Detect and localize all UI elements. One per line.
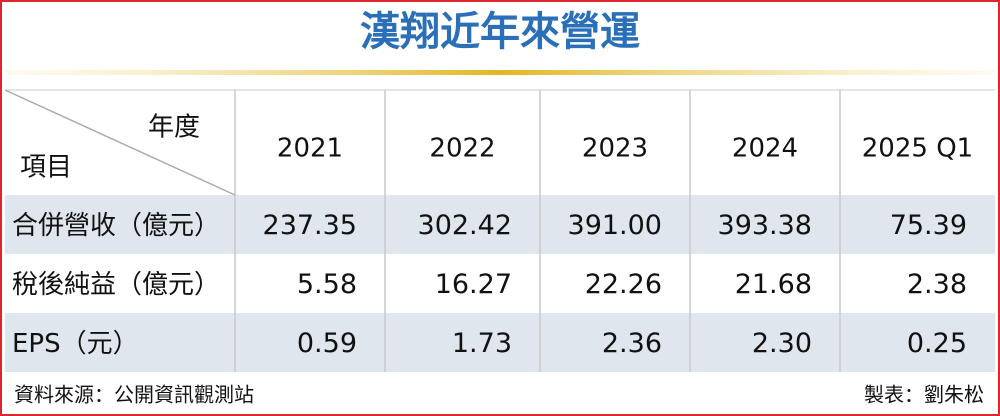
column-header: 2022 xyxy=(429,134,495,164)
credit: 製表：劉朱松 xyxy=(864,383,984,407)
row-label: 合併營收（億元） xyxy=(12,211,220,241)
cell-value: 2.30 xyxy=(752,328,812,359)
cell-value: 393.38 xyxy=(718,210,812,241)
cell-value: 1.73 xyxy=(452,328,512,359)
cell-value: 0.59 xyxy=(297,328,357,359)
column-header: 2024 xyxy=(732,134,798,164)
cell-value: 2.36 xyxy=(602,328,662,359)
cell-value: 5.58 xyxy=(297,269,357,300)
row-label: EPS（元） xyxy=(12,329,139,359)
title-rule xyxy=(5,70,995,75)
row-band xyxy=(5,195,995,254)
cell-value: 16.27 xyxy=(435,269,512,300)
row-band xyxy=(5,313,995,372)
corner-bottom: 項目 xyxy=(20,153,72,183)
cell-value: 302.42 xyxy=(418,210,512,241)
cell-value: 22.26 xyxy=(585,269,662,300)
cell-value: 75.39 xyxy=(890,210,967,241)
corner-top: 年度 xyxy=(148,113,200,143)
column-header: 2021 xyxy=(277,134,343,164)
corner-diagonal xyxy=(4,89,236,196)
cell-value: 237.35 xyxy=(263,210,357,241)
cell-value: 21.68 xyxy=(735,269,812,300)
cell-value: 0.25 xyxy=(907,328,967,359)
row-label: 稅後純益（億元） xyxy=(12,270,220,300)
column-header: 2025 Q1 xyxy=(862,134,973,164)
source: 資料來源：公開資訊觀測站 xyxy=(14,383,254,407)
title: 漢翔近年來營運 xyxy=(360,9,640,55)
table: 2021 2022 2023 2024 2025 Q1 合併營收（億元） 237.35 302… xyxy=(5,89,995,372)
cell-value: 391.00 xyxy=(568,210,662,241)
column-header: 2023 xyxy=(582,134,648,164)
cell-value: 2.38 xyxy=(907,269,967,300)
